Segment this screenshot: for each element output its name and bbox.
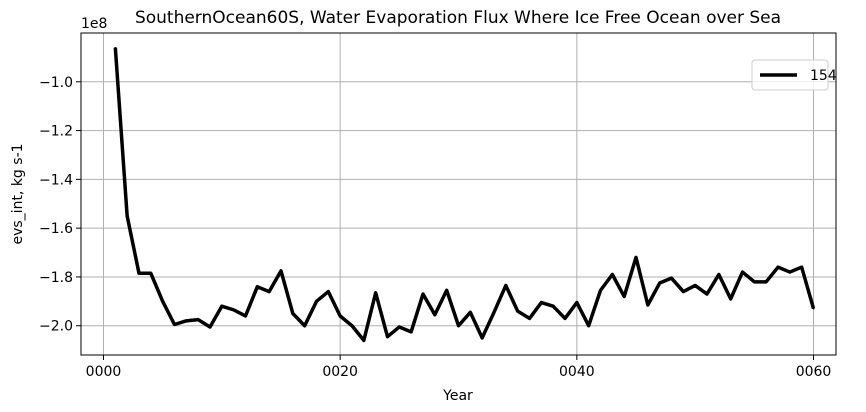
data-point	[303, 324, 306, 327]
data-point	[516, 310, 519, 312]
x-tick-label: 0020	[322, 364, 358, 380]
chart-title: SouthernOcean60S, Water Evaporation Flux…	[135, 8, 781, 28]
data-point	[197, 318, 199, 321]
data-point	[765, 281, 767, 283]
data-point	[670, 277, 673, 279]
data-point	[398, 326, 401, 328]
series-layer	[113, 46, 816, 343]
data-point	[611, 273, 614, 276]
data-point	[280, 270, 282, 272]
data-point	[481, 337, 483, 339]
y-tick-label: −2.0	[39, 319, 73, 335]
data-point	[623, 295, 625, 298]
data-point	[114, 46, 117, 49]
series-line-154	[113, 47, 816, 343]
data-point	[658, 282, 661, 284]
data-point	[528, 317, 531, 320]
legend: 154	[751, 59, 837, 91]
data-point	[221, 305, 223, 308]
data-point	[256, 285, 259, 288]
data-point	[138, 272, 140, 275]
data-point	[777, 266, 779, 268]
data-point	[209, 326, 211, 328]
data-point	[729, 298, 732, 300]
ticks: 0000 0020 0040 0060 −2.0 −1.8 −1.6 −1.4 −1.2 −1.0	[39, 75, 831, 380]
data-point	[339, 315, 341, 317]
data-point	[564, 317, 566, 320]
y-tick-label: −1.0	[39, 75, 73, 91]
data-point	[576, 301, 578, 304]
data-point	[540, 301, 543, 304]
plot-frame	[80, 32, 837, 356]
data-point	[363, 339, 365, 342]
data-point	[505, 284, 507, 287]
y-axis-label: evs_int, kg s-1	[10, 143, 26, 244]
data-point	[327, 290, 330, 293]
data-point	[244, 315, 247, 317]
data-point	[599, 289, 602, 292]
data-point	[457, 324, 460, 327]
data-point	[694, 284, 696, 287]
data-point	[173, 323, 176, 326]
data-point	[445, 289, 448, 292]
data-point	[800, 266, 803, 268]
data-point	[126, 215, 128, 217]
data-point	[410, 331, 412, 333]
data-point	[493, 311, 495, 314]
data-point	[706, 293, 708, 295]
y-tick-label: −1.8	[39, 270, 73, 286]
data-point	[552, 305, 554, 308]
data-point	[374, 291, 377, 294]
x-tick-label: 0040	[559, 364, 595, 380]
data-point	[386, 335, 389, 338]
data-point	[741, 271, 744, 273]
y-tick-label: −1.2	[39, 124, 73, 140]
y-tick-label: −1.4	[39, 172, 73, 188]
data-point	[812, 307, 815, 310]
data-point	[422, 293, 424, 295]
data-point	[647, 304, 649, 306]
data-point	[469, 311, 472, 314]
x-tick-label: 0060	[796, 364, 832, 380]
data-point	[434, 313, 436, 316]
data-point	[789, 271, 791, 273]
x-axis-label: Year	[442, 388, 473, 404]
y-scale-offset: 1e8	[81, 16, 107, 32]
data-point	[718, 273, 720, 276]
data-point	[635, 256, 637, 259]
data-point	[161, 300, 164, 303]
y-tick-label: −1.6	[39, 221, 73, 237]
data-point	[185, 320, 188, 322]
data-point	[587, 324, 590, 327]
data-point	[753, 281, 756, 283]
data-point	[232, 309, 235, 311]
data-point	[292, 312, 294, 315]
data-point	[150, 272, 152, 275]
data-point	[682, 290, 685, 293]
x-tick-label: 0000	[86, 364, 122, 380]
data-point	[268, 290, 270, 293]
data-point	[351, 324, 353, 327]
data-point	[315, 300, 318, 303]
legend-label-154: 154	[810, 68, 837, 84]
